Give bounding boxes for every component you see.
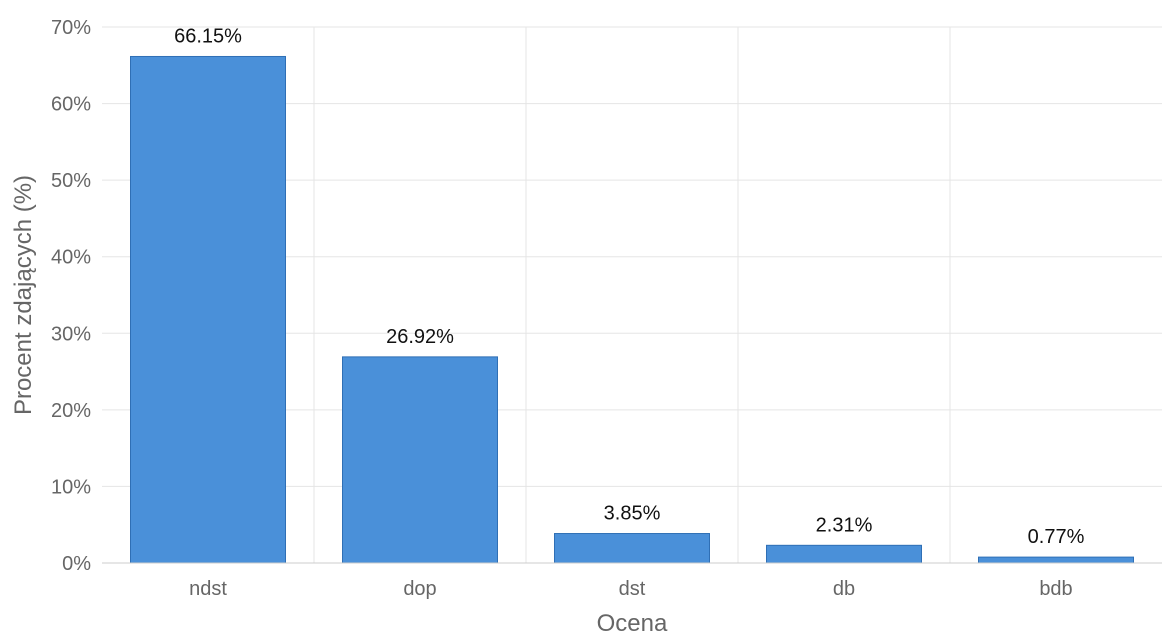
- x-tick-label: bdb: [1039, 578, 1072, 600]
- x-tick-label: dst: [619, 578, 646, 600]
- data-label-ndst: 66.15%: [174, 25, 242, 47]
- bars: [130, 55, 1134, 564]
- data-labels: 66.15% 26.92% 3.85% 2.31% 0.77%: [174, 25, 1084, 548]
- bar-ndst: [130, 55, 286, 564]
- bar-bdb: [978, 556, 1134, 564]
- y-tick-label: 0%: [62, 553, 91, 575]
- data-label-bdb: 0.77%: [1028, 526, 1085, 548]
- x-tick-label: ndst: [189, 578, 227, 600]
- y-axis-ticks: 0% 10% 20% 30% 40% 50% 60% 70%: [51, 17, 91, 575]
- data-label-dst: 3.85%: [604, 503, 661, 525]
- y-axis-title: Procent zdających (%): [10, 175, 37, 415]
- bar-dop: [342, 356, 498, 564]
- data-label-dop: 26.92%: [386, 326, 454, 348]
- y-tick-label: 60%: [51, 94, 91, 116]
- bar-db: [766, 544, 922, 564]
- x-axis-ticks: ndst dop dst db bdb: [189, 578, 1073, 600]
- x-axis-title: Ocena: [597, 610, 668, 635]
- x-tick-label: dop: [403, 578, 436, 600]
- data-label-db: 2.31%: [816, 514, 873, 536]
- y-tick-label: 30%: [51, 323, 91, 345]
- y-tick-label: 70%: [51, 17, 91, 39]
- y-tick-label: 40%: [51, 247, 91, 269]
- x-tick-label: db: [833, 578, 855, 600]
- y-tick-label: 50%: [51, 170, 91, 192]
- y-tick-label: 20%: [51, 400, 91, 422]
- bar-dst: [554, 533, 710, 564]
- y-tick-label: 10%: [51, 476, 91, 498]
